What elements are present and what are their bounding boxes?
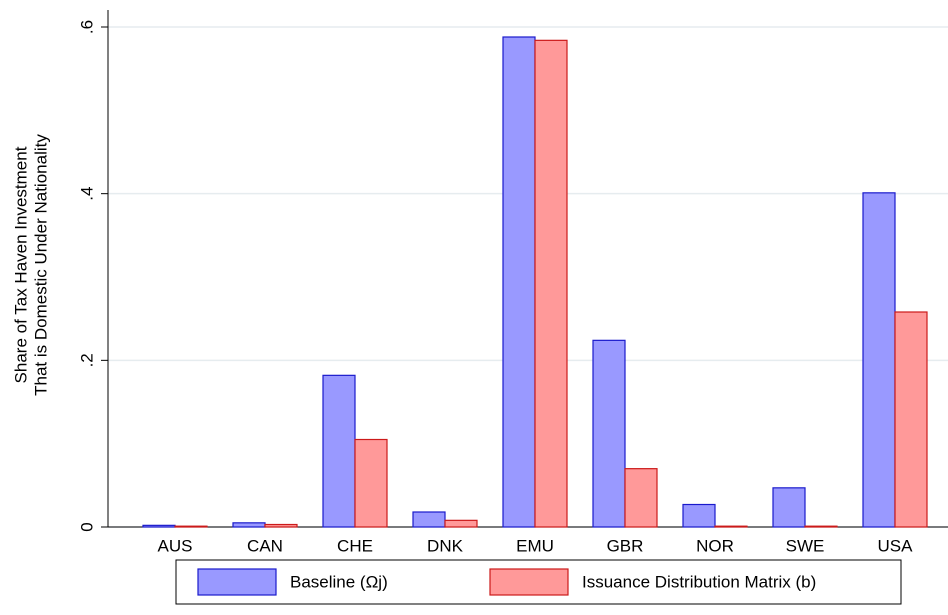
y-axis-label: That is Domestic Under Nationality: [31, 134, 50, 396]
bar: [142, 524, 176, 528]
x-tick-label: DNK: [427, 536, 464, 555]
x-tick-label: GBR: [607, 536, 644, 555]
legend-label: Issuance Distribution Matrix (b): [582, 572, 816, 591]
bar: [264, 523, 298, 528]
y-axis-label: Share of Tax Haven Investment: [11, 146, 30, 383]
bar: [862, 192, 896, 528]
x-tick-label: NOR: [696, 536, 734, 555]
legend-label: Baseline (Ωj): [290, 572, 388, 591]
x-tick-label: USA: [878, 536, 914, 555]
bar: [174, 525, 208, 528]
bar: [894, 311, 928, 528]
bar: [534, 39, 568, 528]
bar: [804, 525, 838, 528]
y-tick-label: .2: [77, 353, 96, 367]
bar: [624, 468, 658, 528]
bar: [502, 36, 536, 528]
bar: [412, 511, 446, 528]
bar: [354, 438, 388, 528]
y-tick-label: .4: [77, 187, 96, 201]
x-tick-label: EMU: [516, 536, 554, 555]
x-tick-label: CHE: [337, 536, 373, 555]
bar: [444, 519, 478, 528]
bar: [232, 522, 266, 528]
x-tick-label: AUS: [158, 536, 193, 555]
bar: [592, 339, 626, 528]
bar: [772, 487, 806, 528]
bar: [322, 374, 356, 528]
x-tick-label: CAN: [247, 536, 283, 555]
y-tick-label: 0: [77, 522, 96, 531]
legend-swatch: [197, 568, 277, 596]
y-tick-label: .6: [77, 20, 96, 34]
bar: [714, 525, 748, 528]
legend-swatch: [489, 568, 569, 596]
x-tick-label: SWE: [786, 536, 825, 555]
bar: [682, 503, 716, 528]
